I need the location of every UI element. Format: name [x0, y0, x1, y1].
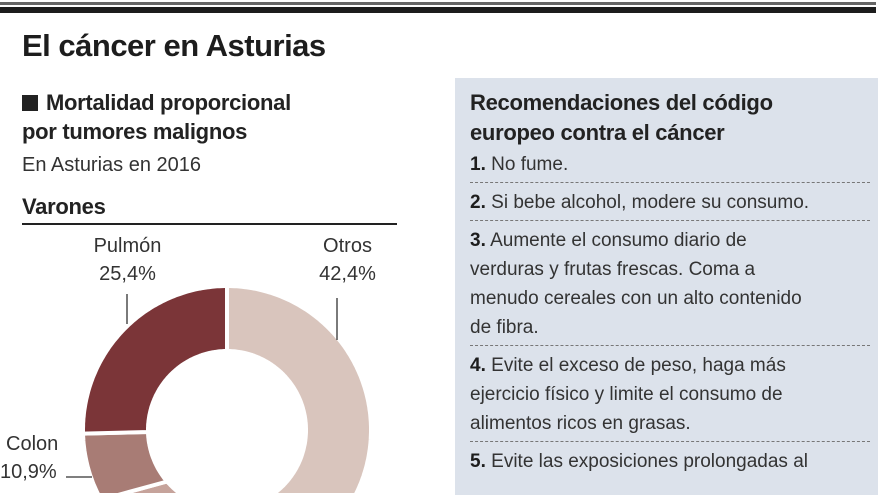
subtitle-line-2: por tumores malignos — [22, 119, 248, 144]
recommendation-list: 1. No fume. 2. Si bebe alcohol, modere s… — [470, 150, 870, 476]
recommendation-item: 4. Evite el exceso de peso, haga más eje… — [470, 351, 870, 442]
recommendation-item: 1. No fume. — [470, 150, 870, 183]
label-colon-value: 10,9% — [0, 461, 57, 483]
label-pulmon-name: Pulmón — [93, 235, 162, 257]
slice-pulmon — [81, 284, 229, 436]
section-title: Varones — [22, 194, 106, 219]
item-text: Evite el exceso de peso, haga más ejerci… — [470, 355, 786, 434]
panel-title-line-1: Recomendaciones del código — [470, 90, 773, 115]
top-rule-thick — [0, 7, 876, 13]
slice-otros — [225, 284, 373, 495]
panel-title-line-2: europeo contra el cáncer — [470, 120, 725, 145]
label-pulmon: Pulmón 25,4% — [80, 232, 175, 288]
chart-subtitle: Mortalidad proporcional por tumores mali… — [22, 88, 291, 146]
label-otros-value: 42,4% — [319, 263, 376, 285]
item-text: No fume. — [491, 154, 569, 175]
panel-title: Recomendaciones del código europeo contr… — [470, 88, 773, 148]
label-otros: Otros 42,4% — [300, 232, 395, 288]
item-number: 3. — [470, 230, 486, 251]
square-bullet-icon — [22, 95, 38, 111]
label-pulmon-value: 25,4% — [99, 263, 156, 285]
label-otros-name: Otros — [323, 235, 372, 257]
recommendation-item: 3. Aumente el consumo diario de verduras… — [470, 226, 870, 346]
section-rule — [22, 223, 397, 225]
item-text: Aumente el consumo diario de verduras y … — [470, 230, 802, 338]
item-number: 5. — [470, 451, 486, 472]
recommendation-item: 5. Evite las exposiciones prolongadas al — [470, 447, 870, 476]
chart-description: En Asturias en 2016 — [22, 154, 202, 176]
subtitle-line-1: Mortalidad proporcional — [46, 90, 291, 115]
donut-chart — [66, 284, 373, 495]
item-text: Evite las exposiciones prolongadas al — [491, 451, 808, 472]
page-title: El cáncer en Asturias — [22, 28, 326, 63]
slice-colon — [81, 430, 170, 495]
item-text: Si bebe alcohol, modere su consumo. — [491, 192, 810, 213]
label-colon: Colon 10,9% — [0, 430, 68, 486]
item-number: 4. — [470, 355, 486, 376]
top-rule-thin — [0, 2, 876, 5]
label-colon-name: Colon — [6, 433, 59, 455]
recommendations-panel: Recomendaciones del código europeo contr… — [455, 78, 878, 495]
item-number: 1. — [470, 154, 486, 175]
recommendation-item: 2. Si bebe alcohol, modere su consumo. — [470, 188, 870, 221]
item-number: 2. — [470, 192, 486, 213]
